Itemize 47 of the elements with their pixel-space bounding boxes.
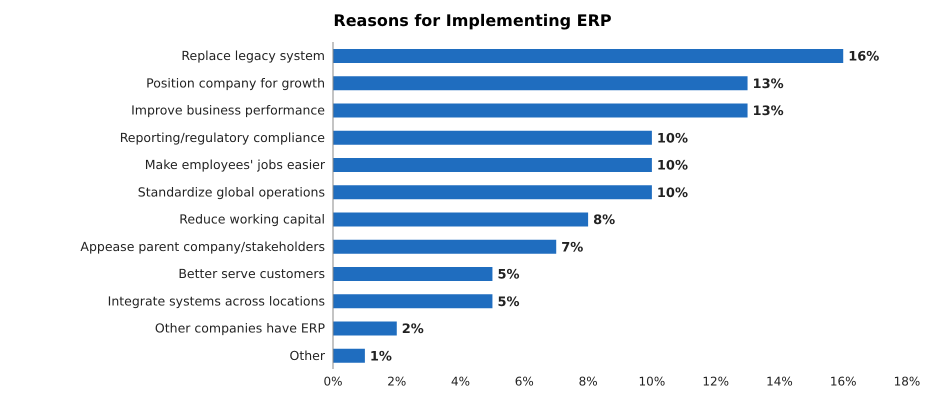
x-tick-label: 6% (514, 374, 534, 389)
data-label: 16% (848, 50, 880, 65)
data-label: 2% (402, 322, 424, 338)
x-tick-label: 4% (451, 374, 470, 389)
bar (333, 240, 556, 254)
y-tick-label: Other (290, 348, 326, 363)
x-tick-label: 8% (578, 374, 598, 389)
y-tick-label: Position company for growth (146, 75, 325, 90)
data-label: 5% (497, 268, 520, 283)
bar (333, 76, 748, 90)
bar (333, 348, 365, 363)
y-tick-label: Integrate systems across locations (108, 293, 325, 308)
data-label: 13% (752, 104, 784, 120)
bar (333, 49, 844, 63)
data-label: 8% (593, 213, 616, 228)
y-tick-label: Standardize global operations (138, 184, 325, 200)
bar (333, 185, 652, 200)
x-tick-label: 2% (387, 374, 406, 389)
bar (333, 104, 748, 118)
bar (333, 294, 492, 308)
data-label: 13% (752, 76, 784, 92)
bar (333, 212, 588, 226)
chart-title: Reasons for Implementing ERP (332, 10, 613, 32)
x-tick-label: 0% (323, 374, 343, 389)
x-tick-label: 16% (830, 374, 857, 389)
x-tick-label: 10% (638, 374, 666, 389)
data-label: 10% (656, 131, 688, 146)
data-label: 5% (497, 294, 520, 310)
y-tick-label: Replace legacy system (181, 48, 325, 64)
y-tick-label: Reporting/regulatory compliance (120, 130, 326, 145)
data-label: 7% (561, 240, 584, 256)
bar (333, 130, 652, 145)
y-tick-label: Other companies have ERP (154, 320, 326, 336)
x-tick-label: 18% (894, 374, 920, 389)
data-label: 10% (656, 158, 688, 174)
y-tick-label: Improve business performance (131, 102, 326, 118)
y-tick-label: Appease parent company/stakeholders (80, 238, 325, 254)
data-label: 1% (370, 349, 392, 364)
bar (333, 267, 492, 281)
x-tick-label: 14% (766, 374, 793, 389)
y-tick-label: Reduce working capital (179, 212, 325, 227)
x-tick-label: 12% (702, 374, 730, 389)
bar (333, 158, 652, 172)
bar (333, 322, 397, 336)
y-tick-label: Make employees' jobs easier (144, 157, 326, 172)
data-label: 10% (656, 186, 688, 201)
y-tick-label: Better serve customers (178, 266, 325, 282)
